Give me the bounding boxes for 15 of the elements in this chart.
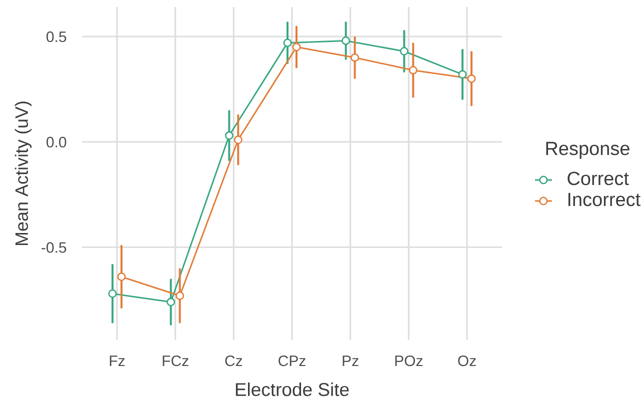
- x-tick-label: Fz: [110, 356, 125, 366]
- x-tick-label: POz: [395, 356, 422, 366]
- legend-title: Response: [546, 142, 630, 159]
- legend-label: Incorrect: [568, 192, 640, 206]
- x-tick-label: FCz: [162, 356, 188, 366]
- y-tick-label: 0.5: [46, 31, 66, 42]
- y-tick-label: 0.0: [46, 136, 66, 148]
- legend-label: Correct: [568, 172, 629, 186]
- x-tick-label: Pz: [342, 356, 358, 366]
- y-tick-label: -0.5: [42, 242, 66, 253]
- x-tick-label: Oz: [458, 356, 476, 366]
- x-tick-label: CPz: [278, 356, 306, 366]
- y-axis-title: Mean Activity (uV): [14, 102, 32, 246]
- x-tick-label: Cz: [225, 356, 242, 366]
- x-axis-title: Electrode Site: [236, 382, 349, 396]
